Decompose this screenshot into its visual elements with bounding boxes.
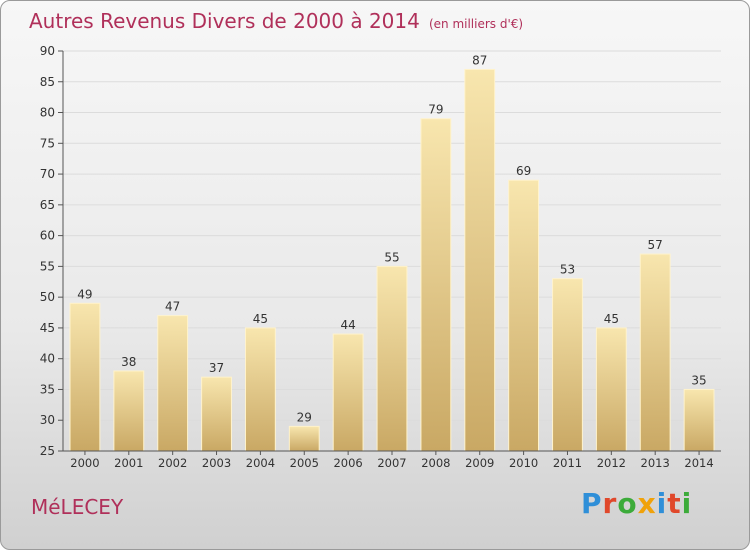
x-tick-label: 2006 [333,456,362,470]
bar-value-label: 53 [560,263,575,277]
y-tick-label: 45 [40,321,55,335]
town-name: MéLECEY [31,495,124,519]
bar [595,327,627,452]
y-tick-label: 80 [40,106,55,120]
bars: 49 38 47 37 45 29 44 55 79 87 69 53 45 57 35 [69,53,715,452]
chart-title: Autres Revenus Divers de 2000 à 2014 (en… [29,9,523,33]
y-tick-label: 65 [40,198,55,212]
bar [288,425,320,452]
bar-value-label: 55 [384,250,399,264]
y-tick-label: 70 [40,167,55,181]
x-tick-label: 2013 [641,456,670,470]
x-tick-label: 2010 [509,456,538,470]
y-tick-label: 75 [40,136,55,150]
bar [244,327,276,452]
logo-letter: i [681,487,693,520]
bar-value-label: 29 [297,410,312,424]
y-tick-label: 35 [40,382,55,396]
x-tick-label: 2011 [553,456,582,470]
x-tick-label: 2002 [158,456,187,470]
x-tick-label: 2008 [421,456,450,470]
bar [69,302,101,452]
bar [508,179,540,452]
bar-value-label: 79 [428,103,443,117]
bar [639,253,671,452]
logo-letter: x [637,487,657,520]
logo-letter: i [656,487,668,520]
bar [113,370,145,452]
bar [683,388,715,452]
bar-value-label: 37 [209,361,224,375]
bar-value-label: 87 [472,53,487,67]
bar-value-label: 35 [691,373,706,387]
y-tick-label: 85 [40,75,55,89]
y-tick-label: 40 [40,352,55,366]
logo-letter: o [617,487,638,520]
bar-value-label: 47 [165,300,180,314]
logo-letter: t [667,487,682,520]
bar-value-label: 38 [121,355,136,369]
logo-letter: r [602,487,618,520]
x-tick-label: 2000 [70,456,99,470]
x-tick-label: 2014 [684,456,713,470]
y-tick-label: 90 [40,44,55,58]
bar [332,333,364,452]
y-tick-label: 60 [40,229,55,243]
x-axis: 2000 2001 2002 2003 2004 2005 2006 2007 2008 2009… [63,450,721,470]
bar-value-label: 57 [648,238,663,252]
y-tick-label: 50 [40,290,55,304]
bar-value-label: 49 [77,287,92,301]
y-tick-label: 25 [40,444,55,458]
logo-letter: P [581,487,603,520]
bar [420,118,452,452]
bar [376,265,408,452]
bar [201,376,232,452]
x-tick-label: 2009 [465,456,494,470]
chart-title-unit: (en milliers d'€) [428,17,524,31]
bar-value-label: 69 [516,164,531,178]
y-tick-label: 55 [40,259,55,273]
x-tick-label: 2004 [246,456,275,470]
chart-title-main: Autres Revenus Divers de 2000 à 2014 [29,9,420,33]
bar [464,68,496,452]
bar-value-label: 45 [604,312,619,326]
x-tick-label: 2003 [202,456,231,470]
proxiti-logo: Proxiti [581,487,692,520]
x-tick-label: 2007 [377,456,406,470]
bar [552,278,583,452]
x-tick-label: 2005 [290,456,319,470]
bar-value-label: 44 [340,318,355,332]
bar [157,315,189,452]
x-tick-label: 2001 [114,456,143,470]
x-tick-label: 2012 [597,456,626,470]
y-axis: 25 30 35 40 45 50 55 60 65 70 75 80 85 90 [40,44,64,458]
y-tick-label: 30 [40,413,55,427]
bar-value-label: 45 [253,312,268,326]
